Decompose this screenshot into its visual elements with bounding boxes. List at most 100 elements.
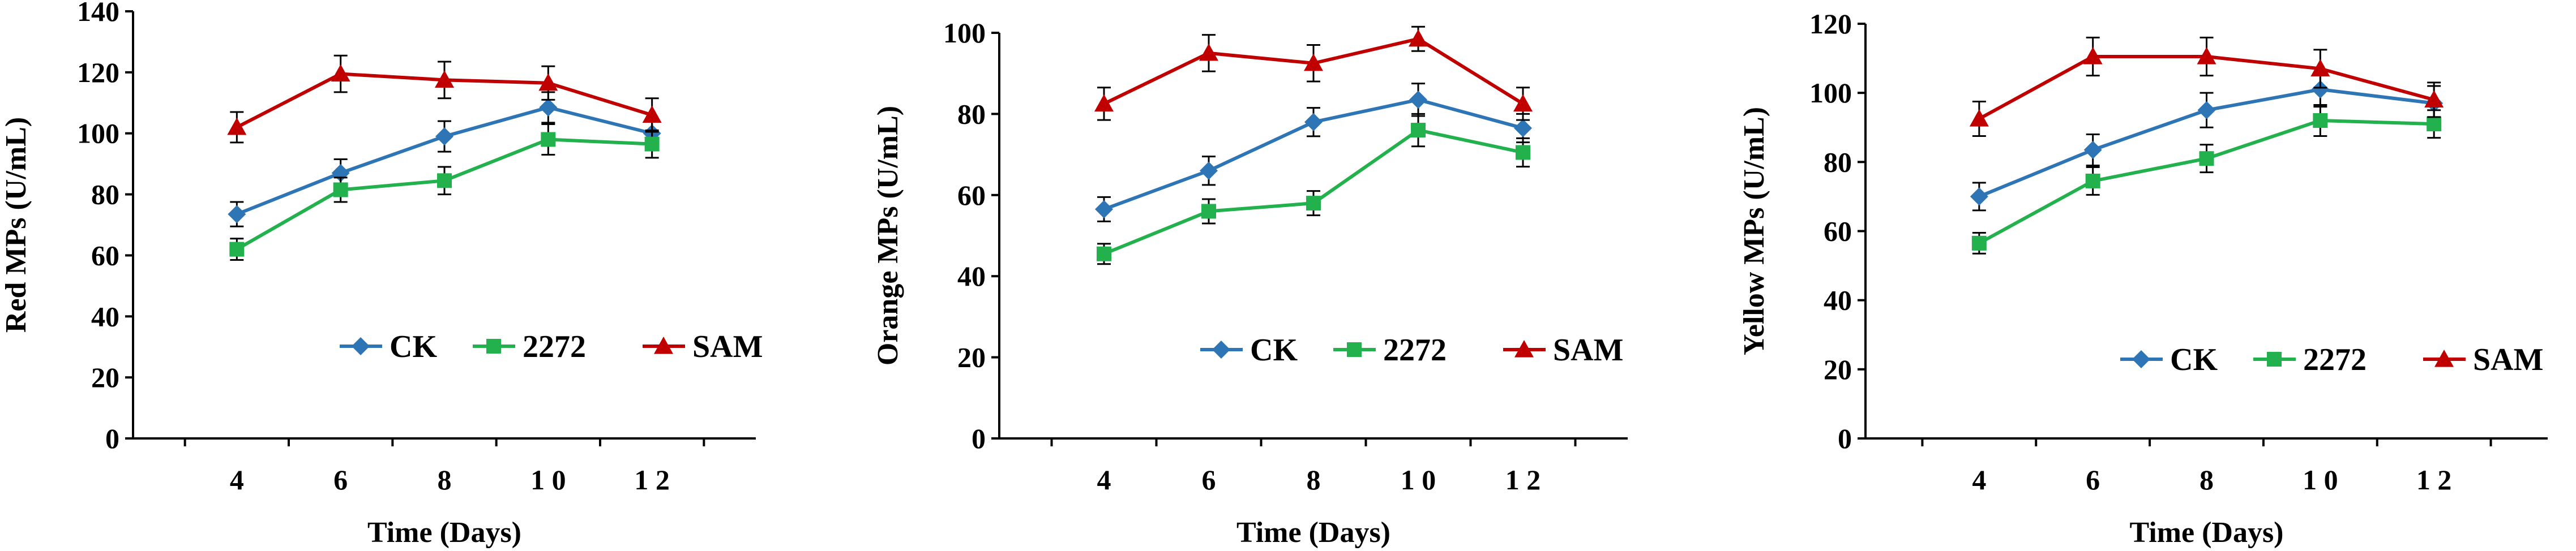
legend-item-CK: CK — [340, 329, 437, 364]
series-2272 — [229, 123, 660, 261]
y-tick-label: 20 — [91, 361, 119, 393]
y-axis-title: Yellow MPs (U/mL) — [1738, 107, 1770, 355]
data-point-2272 — [1201, 204, 1216, 219]
legend-label: 2272 — [2303, 342, 2367, 377]
x-tick-label: 1 2 — [634, 464, 670, 496]
data-point-2272 — [1306, 196, 1321, 211]
x-tick-label: 1 2 — [2416, 464, 2452, 496]
legend-marker — [486, 339, 501, 354]
data-point-SAM — [435, 70, 454, 88]
data-point-2272 — [2313, 113, 2328, 128]
data-point-CK — [539, 98, 558, 117]
legend-label: 2272 — [523, 329, 586, 364]
y-tick-label: 0 — [1838, 423, 1852, 454]
series-CK — [228, 91, 661, 227]
legend-marker — [2434, 350, 2454, 367]
legend-item-SAM: SAM — [1503, 333, 1623, 368]
data-point-2272 — [2085, 173, 2100, 188]
data-point-CK — [2197, 101, 2216, 119]
y-tick-label: 0 — [972, 423, 986, 454]
x-tick-label: 8 — [1307, 464, 1321, 496]
data-point-2272 — [1097, 246, 1111, 261]
y-tick-label: 100 — [1809, 77, 1852, 109]
x-tick-label: 6 — [333, 464, 348, 496]
x-axis-title: Time (Days) — [2129, 516, 2283, 549]
legend-label: SAM — [1553, 333, 1623, 368]
y-axis-title: Red MPs (U/mL) — [0, 117, 32, 333]
data-point-SAM — [331, 64, 350, 82]
legend-marker — [2132, 350, 2150, 368]
data-point-2272 — [2427, 117, 2442, 132]
data-point-CK — [1095, 200, 1113, 218]
data-point-SAM — [1409, 29, 1428, 47]
y-tick-label: 0 — [105, 423, 119, 454]
data-point-2272 — [1516, 145, 1530, 160]
y-tick-label: 100 — [77, 118, 119, 149]
legend-label: CK — [390, 329, 437, 364]
legend: CK 2272 SAM — [1200, 333, 1623, 368]
x-tick-label: 1 0 — [1401, 464, 1436, 496]
x-tick-label: 4 — [1097, 464, 1111, 496]
legend-marker — [1212, 341, 1230, 359]
data-point-CK — [1970, 187, 1988, 206]
data-point-2272 — [437, 173, 452, 188]
x-axis-title: Time (Days) — [1236, 516, 1390, 549]
data-point-2272 — [2199, 151, 2214, 166]
legend-item-SAM: SAM — [643, 329, 763, 364]
legend-marker — [1347, 342, 1362, 357]
legend-label: CK — [2170, 342, 2218, 377]
x-tick-label: 4 — [1972, 464, 1986, 496]
data-point-2272 — [541, 132, 556, 147]
data-point-2272 — [1971, 235, 1987, 251]
legend-label: CK — [1250, 333, 1298, 368]
data-point-2272 — [1411, 123, 1426, 138]
x-tick-label: 4 — [230, 464, 244, 496]
legend-label: SAM — [2473, 342, 2543, 377]
data-point-SAM — [2310, 59, 2330, 77]
legend-item-SAM: SAM — [2423, 342, 2543, 377]
series-CK — [1970, 71, 2444, 212]
y-tick-label: 40 — [91, 300, 119, 332]
y-tick-label: 60 — [957, 179, 986, 211]
y-tick-label: 120 — [1809, 8, 1852, 40]
y-tick-label: 80 — [1824, 146, 1852, 178]
y-tick-label: 120 — [77, 57, 119, 88]
legend: CK 2272 SAM — [2120, 342, 2543, 377]
x-tick-label: 1 0 — [530, 464, 566, 496]
data-point-CK — [435, 127, 453, 146]
series-SAM — [1969, 36, 2444, 137]
x-axis-title: Time (Days) — [367, 516, 521, 549]
data-point-CK — [1304, 113, 1323, 131]
legend-item-2272: 2272 — [473, 329, 586, 364]
y-tick-label: 20 — [1824, 354, 1852, 385]
series-SAM — [1094, 25, 1533, 121]
legend-item-CK: CK — [2120, 342, 2218, 377]
x-tick-label: 1 0 — [2303, 464, 2338, 496]
y-tick-label: 20 — [957, 342, 986, 373]
x-tick-label: 6 — [1202, 464, 1216, 496]
series-SAM — [227, 54, 662, 144]
y-tick-label: 40 — [957, 260, 986, 292]
x-tick-label: 8 — [438, 464, 452, 496]
data-point-2272 — [333, 182, 348, 197]
data-point-SAM — [1513, 94, 1533, 112]
series-2272 — [1971, 104, 2442, 255]
data-point-CK — [1514, 119, 1532, 137]
legend-marker — [352, 337, 370, 355]
data-point-SAM — [1094, 94, 1114, 112]
data-point-2272 — [644, 136, 660, 152]
legend: CK 2272 SAM — [340, 329, 763, 364]
y-axis-title: Orange MPs (U/mL) — [872, 106, 904, 365]
legend-marker — [2267, 352, 2282, 367]
legend-marker — [654, 337, 673, 354]
x-tick-label: 8 — [2200, 464, 2214, 496]
legend-item-2272: 2272 — [1333, 333, 1447, 368]
data-point-SAM — [2197, 47, 2216, 64]
series-2272 — [1097, 113, 1530, 265]
y-tick-label: 80 — [91, 179, 119, 210]
data-point-SAM — [1199, 43, 1218, 61]
data-point-SAM — [642, 105, 662, 123]
